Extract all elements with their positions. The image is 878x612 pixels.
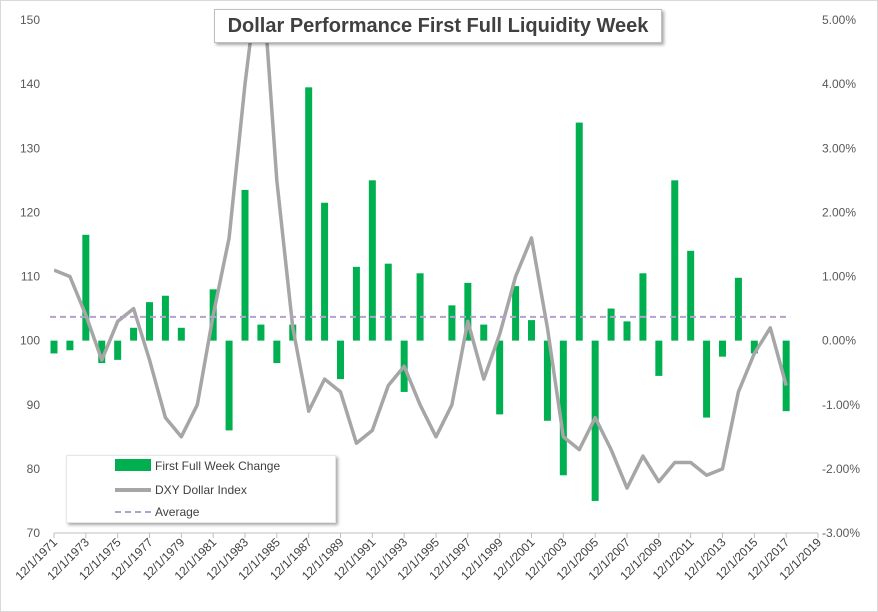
bar <box>146 302 153 341</box>
left-axis-tick-label: 80 <box>27 462 41 476</box>
bar <box>639 273 647 341</box>
bar <box>687 250 695 341</box>
bar <box>321 202 329 341</box>
bar <box>66 340 74 351</box>
bar <box>528 320 535 341</box>
bar <box>750 340 758 354</box>
left-axis-tick-label: 120 <box>20 205 40 219</box>
bar <box>671 180 679 341</box>
bar <box>703 340 711 418</box>
bar <box>241 189 249 341</box>
bar <box>352 266 360 341</box>
legend-label-bars: First Full Week Change <box>155 459 281 473</box>
bar <box>623 321 631 341</box>
bar <box>655 340 663 376</box>
bar <box>734 277 742 341</box>
bar <box>161 295 169 341</box>
left-axis-tick-label: 150 <box>20 13 40 27</box>
bar <box>559 340 567 476</box>
bar <box>384 263 392 341</box>
legend-item-dxy: DXY Dollar Index <box>67 480 335 500</box>
bar <box>50 340 58 354</box>
legend-label-average: Average <box>155 505 200 519</box>
right-axis-tick-label: 5.00% <box>822 13 856 27</box>
bar <box>130 327 138 341</box>
bar <box>480 324 488 341</box>
bar <box>543 340 551 421</box>
legend-label-dxy: DXY Dollar Index <box>155 483 247 497</box>
right-axis-tick-label: 0.00% <box>822 334 856 348</box>
right-axis-tick-label: -1.00% <box>822 398 860 412</box>
left-axis-tick-label: 140 <box>20 77 40 91</box>
bar <box>782 340 790 412</box>
bar <box>177 327 185 341</box>
bar <box>496 340 504 415</box>
right-axis-tick-label: -3.00% <box>822 526 860 540</box>
chart-title: Dollar Performance First Full Liquidity … <box>214 9 662 43</box>
left-axis-tick-label: 70 <box>27 526 41 540</box>
right-axis-tick-label: 2.00% <box>822 205 856 219</box>
bar <box>305 87 313 341</box>
legend-item-bars: First Full Week Change <box>67 456 335 476</box>
bar <box>273 340 281 364</box>
bar <box>416 273 424 341</box>
bar <box>719 340 726 357</box>
bar <box>575 122 583 341</box>
bar <box>114 340 122 360</box>
bar <box>225 340 233 431</box>
left-axis-tick-label: 130 <box>20 141 40 155</box>
legend-item-average: Average <box>67 502 335 522</box>
legend: First Full Week Change DXY Dollar Index … <box>66 455 336 523</box>
left-axis-tick-label: 90 <box>27 398 41 412</box>
bar <box>257 324 265 341</box>
left-axis-tick-label: 100 <box>20 334 40 348</box>
bar <box>607 308 615 341</box>
left-axis-tick-label: 110 <box>21 270 40 284</box>
right-axis-tick-label: 1.00% <box>822 270 856 284</box>
bar <box>448 305 456 341</box>
bar <box>337 340 344 380</box>
right-axis-tick-label: 3.00% <box>822 141 856 155</box>
right-axis-tick-label: -2.00% <box>822 462 860 476</box>
bar <box>98 340 106 364</box>
bar <box>368 180 376 341</box>
bar <box>464 282 472 341</box>
bar <box>512 286 520 341</box>
bar <box>82 234 90 341</box>
legend-swatch-bars <box>115 459 151 471</box>
dxy-line <box>54 20 788 490</box>
right-axis-tick-label: 4.00% <box>822 77 856 91</box>
